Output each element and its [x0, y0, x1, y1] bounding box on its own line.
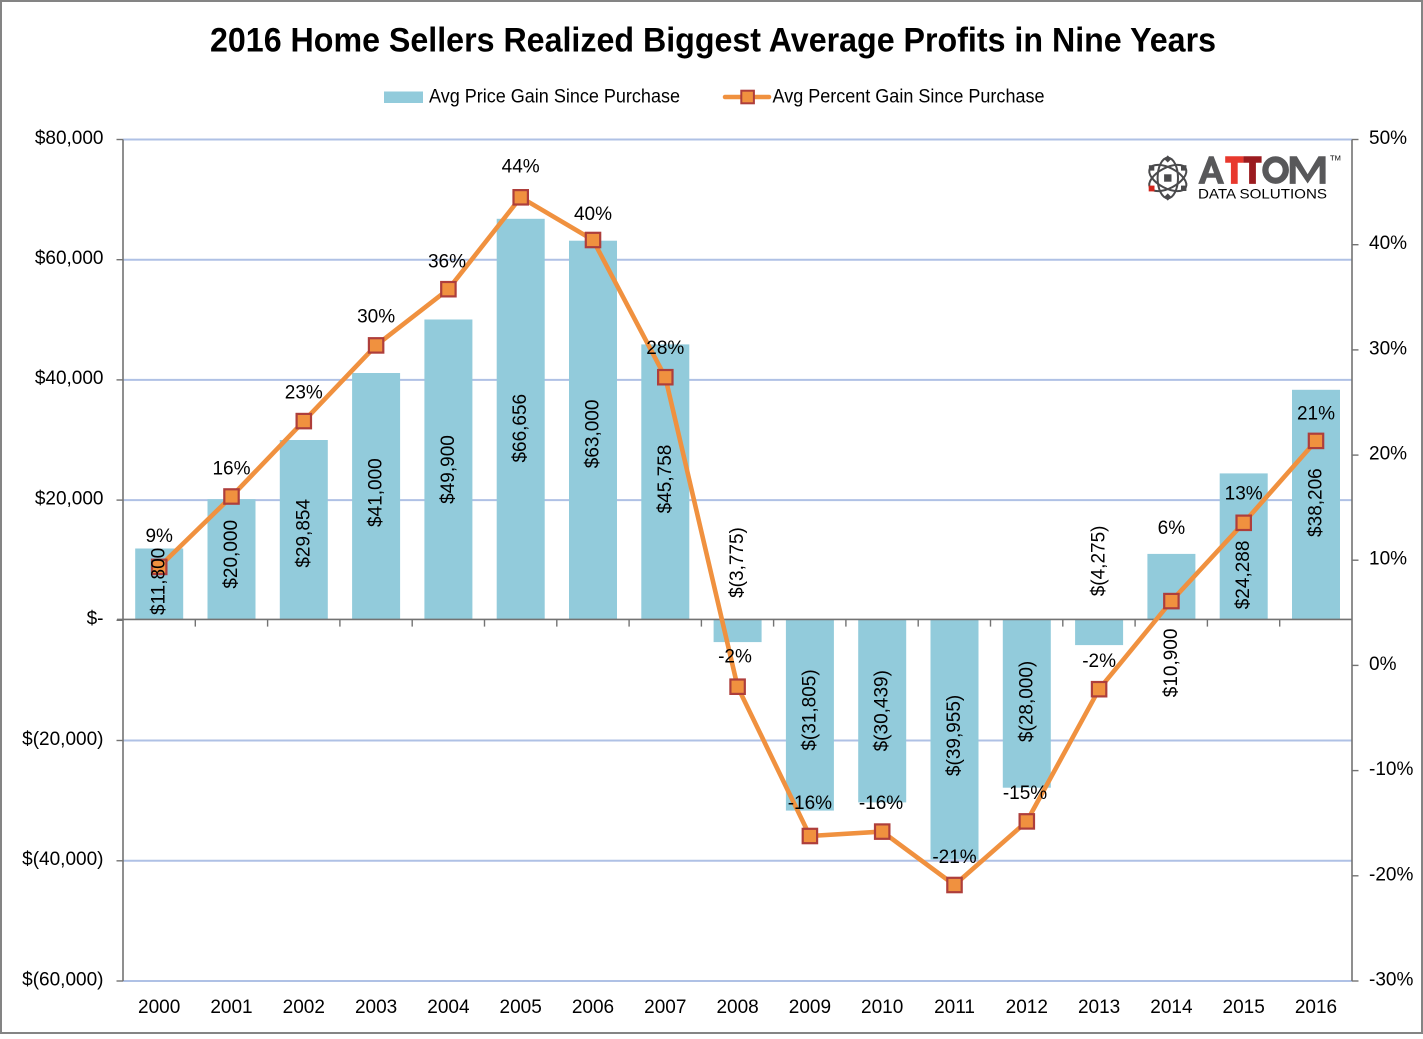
svg-text:$60,000: $60,000 — [35, 248, 104, 269]
svg-text:6%: 6% — [1158, 518, 1186, 539]
svg-text:2008: 2008 — [716, 997, 758, 1018]
svg-text:$63,000: $63,000 — [583, 400, 604, 469]
svg-text:2000: 2000 — [138, 997, 180, 1018]
svg-text:$20,000: $20,000 — [221, 520, 242, 589]
svg-text:$11,800: $11,800 — [149, 548, 170, 615]
svg-text:Avg Percent Gain Since Purchas: Avg Percent Gain Since Purchase — [773, 86, 1045, 107]
svg-text:2002: 2002 — [283, 997, 325, 1018]
svg-text:$38,206: $38,206 — [1306, 468, 1327, 537]
svg-text:40%: 40% — [1369, 233, 1407, 254]
svg-text:2016 Home Sellers Realized Big: 2016 Home Sellers Realized Biggest Avera… — [210, 22, 1216, 60]
svg-text:$20,000: $20,000 — [35, 488, 104, 509]
svg-text:$(40,000): $(40,000) — [22, 849, 103, 870]
svg-text:$(20,000): $(20,000) — [22, 729, 103, 750]
svg-text:2013: 2013 — [1078, 997, 1120, 1018]
svg-text:50%: 50% — [1369, 128, 1407, 149]
svg-text:$(39,955): $(39,955) — [944, 695, 965, 776]
svg-text:30%: 30% — [357, 307, 395, 328]
svg-text:9%: 9% — [145, 526, 173, 547]
svg-text:2004: 2004 — [427, 997, 470, 1018]
svg-text:$40,000: $40,000 — [35, 368, 104, 389]
svg-text:-2%: -2% — [718, 647, 752, 668]
svg-text:2001: 2001 — [210, 997, 252, 1018]
svg-text:2005: 2005 — [500, 997, 542, 1018]
svg-text:-20%: -20% — [1369, 864, 1413, 885]
svg-text:13%: 13% — [1225, 484, 1263, 505]
svg-text:2009: 2009 — [789, 997, 831, 1018]
svg-text:$(30,439): $(30,439) — [872, 670, 893, 751]
svg-text:$66,656: $66,656 — [510, 394, 531, 463]
svg-text:30%: 30% — [1369, 338, 1407, 359]
svg-text:2010: 2010 — [861, 997, 903, 1018]
svg-text:-2%: -2% — [1082, 651, 1116, 672]
svg-text:$45,758: $45,758 — [655, 445, 676, 514]
svg-text:2003: 2003 — [355, 997, 397, 1018]
svg-text:23%: 23% — [285, 383, 323, 404]
svg-text:$(28,000): $(28,000) — [1016, 661, 1037, 742]
svg-text:2016: 2016 — [1295, 997, 1337, 1018]
svg-text:-16%: -16% — [788, 793, 832, 814]
svg-text:2012: 2012 — [1006, 997, 1048, 1018]
svg-text:Avg Price Gain Since Purchase: Avg Price Gain Since Purchase — [429, 86, 680, 107]
svg-text:40%: 40% — [574, 204, 612, 225]
svg-text:-21%: -21% — [932, 847, 976, 868]
svg-text:2014: 2014 — [1150, 997, 1193, 1018]
svg-text:2015: 2015 — [1223, 997, 1265, 1018]
svg-text:0%: 0% — [1369, 654, 1397, 675]
svg-text:36%: 36% — [428, 252, 466, 273]
svg-text:$(3,775): $(3,775) — [727, 527, 748, 598]
svg-text:20%: 20% — [1369, 444, 1407, 465]
svg-text:TM: TM — [1330, 154, 1341, 163]
svg-text:$(4,275): $(4,275) — [1089, 526, 1110, 597]
svg-text:-30%: -30% — [1369, 970, 1413, 991]
svg-text:DATA SOLUTIONS: DATA SOLUTIONS — [1198, 186, 1327, 202]
svg-text:2011: 2011 — [934, 997, 975, 1018]
svg-text:16%: 16% — [212, 459, 250, 480]
svg-text:2007: 2007 — [644, 997, 686, 1018]
svg-text:10%: 10% — [1369, 549, 1407, 570]
svg-text:-16%: -16% — [859, 793, 903, 814]
svg-text:$80,000: $80,000 — [35, 128, 104, 149]
svg-text:$(60,000): $(60,000) — [22, 969, 103, 990]
svg-text:-10%: -10% — [1369, 759, 1413, 780]
svg-text:28%: 28% — [646, 338, 684, 359]
svg-text:$24,288: $24,288 — [1233, 541, 1254, 610]
svg-text:$(31,805): $(31,805) — [799, 669, 820, 750]
svg-text:21%: 21% — [1297, 403, 1335, 424]
svg-text:-15%: -15% — [1003, 783, 1047, 804]
svg-text:$49,900: $49,900 — [438, 435, 459, 504]
svg-text:$10,900: $10,900 — [1161, 629, 1182, 698]
svg-text:2006: 2006 — [572, 997, 614, 1018]
svg-text:44%: 44% — [502, 157, 540, 178]
svg-text:$29,854: $29,854 — [293, 499, 314, 568]
svg-text:$41,000: $41,000 — [366, 458, 387, 527]
svg-text:$-: $- — [87, 609, 104, 630]
